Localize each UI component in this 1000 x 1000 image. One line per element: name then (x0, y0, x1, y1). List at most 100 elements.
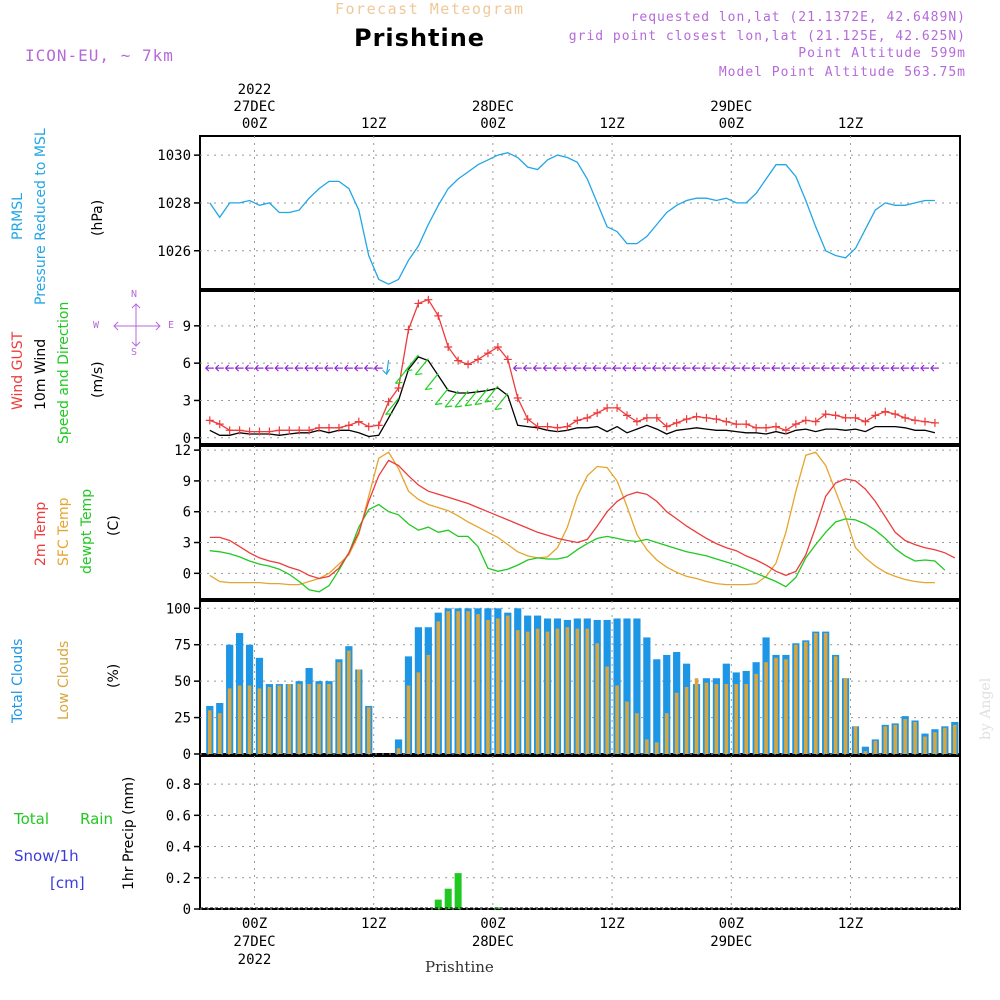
page-title: Prishtine (354, 24, 486, 52)
low-clouds-bar (694, 678, 699, 754)
low-clouds-bar (873, 740, 878, 754)
wind-gust-marker (434, 311, 443, 320)
time-label-bottom: 12Z (838, 916, 863, 932)
wind-barb (592, 364, 597, 372)
wind-barb (850, 364, 855, 372)
wind-barb (373, 364, 379, 372)
precip-snow-unit: [cm] (50, 874, 85, 892)
wind-barb (284, 364, 289, 372)
wind-barb (425, 387, 433, 391)
wind-barb (651, 364, 657, 372)
low-clouds-bar (913, 721, 917, 754)
low-clouds-bar (208, 710, 212, 754)
wind-barb (552, 364, 557, 372)
y-tick-label: 0.8 (166, 777, 191, 793)
low-clouds-bar (277, 685, 282, 754)
wind-gust-marker (811, 417, 820, 426)
y-tick-label: 1030 (157, 148, 191, 164)
wind-barb (582, 364, 587, 372)
low-clouds-bar (833, 656, 838, 754)
wind-gust-marker (325, 423, 333, 432)
wind-barb (464, 389, 479, 407)
wind-barb (781, 364, 786, 372)
wind-gust-marker (563, 422, 572, 431)
low-clouds-bar (287, 684, 292, 754)
y-tick-label: 3 (183, 393, 191, 409)
time-label-bottom: 27DEC (233, 934, 275, 950)
wind-barb (721, 364, 726, 372)
total-clouds-bar (653, 659, 661, 754)
wind-gust-marker (801, 416, 810, 425)
wind-gust-marker (483, 349, 492, 358)
low-clouds-bar (774, 657, 778, 754)
time-label-top: 2022 (238, 82, 272, 98)
dewpt-temp-line (209, 503, 946, 593)
wind-gust-marker (930, 418, 939, 427)
wind-gust-marker (881, 407, 890, 416)
wind-barb (474, 388, 489, 405)
y-tick-label: 6 (183, 505, 191, 521)
wind-barb (434, 388, 449, 405)
time-label-top: 00Z (719, 116, 744, 132)
wind-gust-marker (752, 423, 761, 432)
wind-gust-marker (305, 426, 314, 435)
y-tick-label: 0 (183, 747, 191, 763)
low-clouds-bar (734, 684, 739, 754)
low-clouds-bar (804, 641, 808, 754)
point-altitude: Point Altitude 599m (798, 46, 966, 61)
y-tick-label: 25 (174, 711, 191, 727)
wind-gust-marker (364, 422, 373, 431)
low-clouds-bar (704, 682, 709, 754)
wind-barb (671, 364, 677, 372)
grid-point-coords: grid point closest lon,lat (21.125E, 42.… (568, 29, 966, 44)
wind-barb (385, 412, 393, 416)
low-clouds-bar (853, 726, 858, 754)
low-clouds-bar (784, 659, 788, 754)
wind-barb (424, 373, 439, 390)
wind-gust-marker (732, 420, 741, 429)
wind-barb (224, 364, 230, 372)
wind-barb (254, 364, 259, 372)
low-clouds-bar (575, 628, 580, 754)
low-clouds-bar (615, 685, 619, 754)
low-clouds-bar (535, 628, 540, 754)
wind-gust-marker (603, 403, 612, 412)
panel-frame (199, 290, 961, 445)
wind-barb (711, 364, 716, 372)
wind-barb (415, 373, 423, 376)
y-tick-label: 0.4 (166, 840, 191, 856)
y-tick-label: 3 (183, 536, 191, 552)
rain-bar (434, 899, 442, 909)
low-clouds-bar (744, 684, 748, 754)
y-tick-label: 12 (174, 443, 191, 459)
wind-gust-marker (474, 355, 482, 364)
wind-gust-marker (921, 417, 929, 426)
wind-gust-marker (384, 397, 393, 406)
wind-gust-marker (533, 422, 542, 431)
wind-barb (414, 358, 429, 376)
sfc-temp-line (209, 451, 935, 586)
prmsl-line (209, 152, 935, 285)
wind-gust-marker (702, 413, 711, 422)
wind-gust-marker (632, 417, 641, 426)
wind-gust-marker (593, 408, 602, 417)
wind-gust-marker (871, 411, 880, 420)
low-clouds-bar (635, 713, 639, 754)
low-clouds-bar (625, 701, 629, 754)
wind-barb (731, 364, 736, 372)
low-clouds-bar (237, 685, 242, 754)
total-clouds-bar (394, 739, 403, 754)
wind-barb (353, 364, 359, 372)
wind-gust-marker (742, 420, 751, 429)
low-clouds-bar (217, 713, 222, 754)
wind-barb (900, 364, 905, 372)
wind-barb (344, 364, 349, 372)
wind-barb (444, 390, 459, 408)
wind-barb (445, 405, 453, 408)
low-clouds-bar (416, 672, 421, 754)
wind-barb (810, 364, 816, 372)
compass-north: N (131, 289, 138, 300)
wind-barb (840, 364, 845, 372)
wind-gust-marker (513, 393, 522, 402)
y-tick-label: 100 (166, 601, 191, 617)
